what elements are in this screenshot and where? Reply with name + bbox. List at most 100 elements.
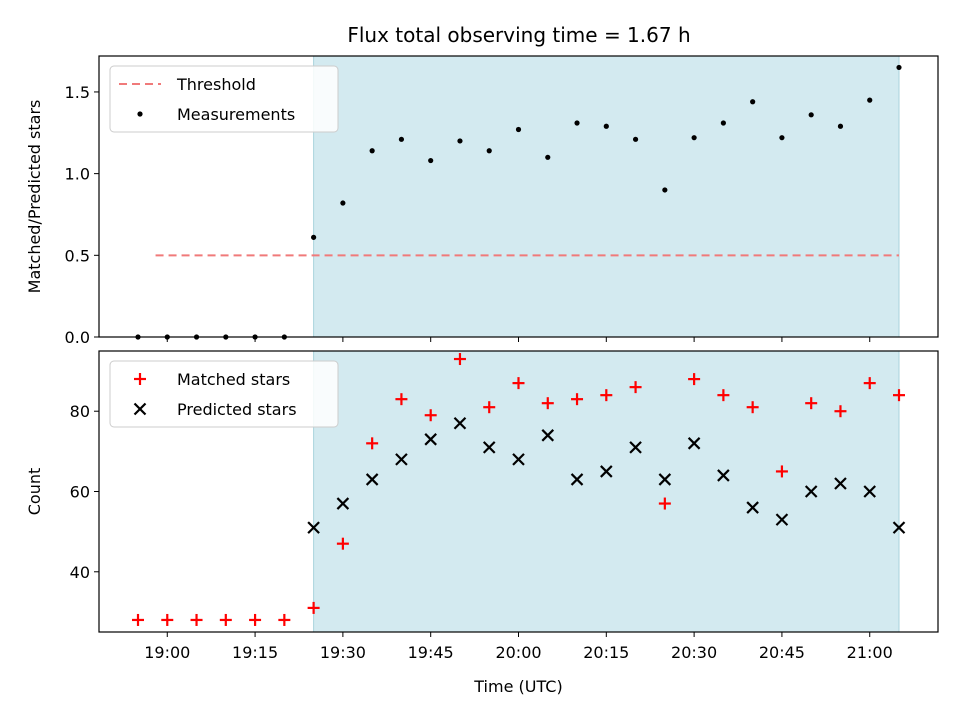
matched-stars-point (834, 405, 847, 418)
predicted-stars-point (512, 453, 525, 466)
predicted-stars-point (365, 473, 379, 486)
matched-stars-point (512, 377, 525, 390)
legend-label: Predicted stars (177, 400, 297, 419)
matched-stars-point (161, 613, 174, 626)
x-stroke-b (336, 497, 350, 510)
matched-stars-point (307, 601, 320, 614)
predicted-stars-point (717, 469, 730, 482)
measurement-point (398, 136, 405, 142)
bottom-panel: 40 60 80 19:00 19:15 19:30 19:45 20:00 20:15 20:3… (25, 350, 939, 696)
matched-stars-point (746, 401, 759, 414)
axes-frame (98, 55, 939, 338)
x-stroke-b (717, 469, 730, 482)
x-stroke-b (863, 485, 877, 498)
y-tick-label: 40 (70, 563, 90, 582)
legend-label: Threshold (176, 75, 256, 94)
matched-stars-point (863, 377, 876, 390)
measurement-point (691, 135, 697, 141)
x-stroke-b (804, 485, 818, 498)
predicted-stars-point (863, 485, 877, 498)
predicted-stars-point (775, 513, 789, 526)
matched-stars-point (483, 401, 496, 414)
chart-title: Flux total observing time = 1.67 h (347, 23, 690, 47)
x-tick-label: 20:30 (671, 643, 717, 662)
matched-stars-point (424, 409, 437, 422)
matched-stars-point (132, 613, 144, 626)
predicted-stars-point (892, 521, 906, 534)
predicted-stars-point (541, 429, 555, 442)
x-stroke-b (365, 473, 379, 486)
matched-stars-point (453, 353, 466, 366)
measurement-point (662, 187, 668, 193)
predicted-stars-point (629, 441, 642, 454)
x-stroke-b (482, 441, 496, 454)
x-stroke-b (687, 437, 701, 450)
x-stroke-b (658, 473, 672, 486)
x-stroke-b (541, 429, 555, 442)
matched-stars-point (775, 465, 788, 478)
x-stroke-b (307, 521, 320, 534)
top-panel: 0.0 0.5 1.0 1.5 Matched/Predicted stars Thres… (25, 55, 939, 347)
predicted-stars-point (395, 453, 408, 466)
measurement-point (603, 123, 609, 129)
x-tick-label: 20:15 (583, 643, 629, 662)
y-axis-label: Matched/Predicted stars (25, 100, 44, 294)
x-stroke-b (453, 416, 467, 430)
y-tick-label: 1.5 (65, 83, 90, 102)
matched-stars-point (658, 497, 671, 510)
matched-stars-point (395, 393, 408, 406)
legend-predicted-swatch (133, 402, 147, 416)
measurement-point (837, 123, 844, 129)
x-stroke-b (395, 453, 408, 466)
measurement-point (720, 120, 726, 126)
matched-stars-point (600, 389, 613, 402)
matched-stars-point (541, 397, 554, 410)
y-tick-label: 80 (70, 402, 90, 421)
predicted-stars-point (570, 473, 584, 486)
y-tick-label: 0.0 (65, 328, 90, 347)
x-tick-label: 19:15 (232, 643, 278, 662)
x-stroke-b (775, 513, 789, 526)
x-stroke-b (834, 477, 847, 490)
series-matched-stars (132, 353, 905, 626)
x-tick-label: 19:45 (408, 643, 454, 662)
legend: Threshold Measurements (109, 65, 339, 133)
matched-stars-point (219, 613, 232, 626)
measurement-point (486, 148, 492, 154)
predicted-stars-point (600, 465, 613, 478)
legend-label: Matched stars (177, 370, 290, 389)
x-tick-label: 20:45 (759, 643, 805, 662)
y-axis-label: Count (25, 468, 44, 516)
series-predicted-stars (307, 416, 906, 534)
measurement-point (779, 135, 785, 141)
x-tick-label: 21:00 (847, 643, 893, 662)
measurement-point (750, 99, 756, 105)
y-tick-label: 1.0 (65, 165, 90, 184)
predicted-stars-point (687, 437, 701, 450)
legend: Matched stars Predicted stars (109, 360, 339, 428)
y-tick-label: 60 (70, 483, 90, 502)
x-stroke-b (133, 402, 147, 416)
predicted-stars-point (482, 441, 496, 454)
legend-box (109, 360, 339, 428)
matched-stars-point (366, 437, 379, 450)
measurement-point (340, 200, 346, 206)
x-axis-label: Time (UTC) (473, 677, 562, 696)
predicted-stars-point (453, 416, 467, 430)
axes-frame (98, 350, 939, 633)
measurement-point (515, 126, 522, 133)
predicted-stars-point (658, 473, 672, 486)
measurement-point (457, 138, 463, 144)
measurement-point (867, 97, 873, 103)
x-stroke-b (424, 433, 437, 446)
x-stroke-b (600, 465, 613, 478)
matched-stars-point (278, 613, 291, 626)
predicted-stars-point (336, 497, 350, 510)
y-tick-label: 0.5 (65, 246, 90, 265)
predicted-stars-point (424, 433, 437, 446)
x-stroke-b (512, 453, 525, 466)
legend-measurement-swatch (137, 111, 143, 117)
measurement-point (632, 136, 639, 142)
legend-box (109, 65, 339, 133)
